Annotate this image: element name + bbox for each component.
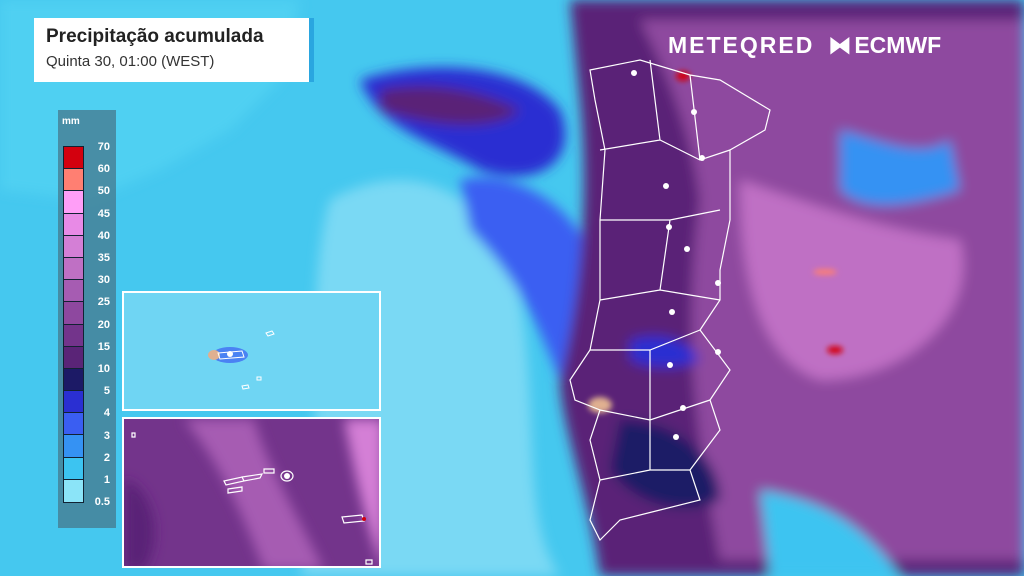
inset-azores	[122, 417, 381, 568]
legend-swatch	[64, 213, 83, 236]
legend-swatch	[64, 413, 83, 436]
legend-swatch	[64, 169, 83, 192]
legend-swatch	[64, 391, 83, 414]
precipitation-legend: mm 70 60 50 45 40 35 30 25 20 15 10 5 4 3 2 1 0.5	[58, 110, 116, 528]
inset-madeira	[122, 291, 381, 411]
legend-swatch	[64, 302, 83, 325]
city-markers	[631, 70, 721, 440]
map-title: Precipitação acumulada	[46, 26, 264, 47]
legend-color-scale	[63, 146, 84, 503]
legend-label: 2	[103, 451, 110, 464]
legend-swatch	[64, 457, 83, 480]
azores-map	[124, 419, 379, 566]
brand-logos: METEQRED ⧓ ECMWF	[668, 32, 941, 59]
ecmwf-symbol-icon: ⧓	[828, 32, 852, 58]
title-panel: Precipitação acumulada Quinta 30, 01:00 …	[34, 18, 314, 82]
madeira-map	[208, 330, 275, 390]
legend-swatch	[64, 368, 83, 392]
legend-swatch	[64, 324, 83, 347]
legend-unit: mm	[62, 116, 80, 127]
legend-label: 0.5	[94, 496, 110, 509]
ecmwf-logo: ⧓ ECMWF	[828, 32, 942, 58]
legend-label: 3	[103, 429, 110, 442]
legend-label: 1	[103, 474, 110, 486]
legend-swatch	[64, 435, 83, 458]
legend-label: 10	[97, 363, 110, 375]
legend-swatch	[64, 346, 83, 369]
legend-label: 40	[97, 229, 110, 242]
legend-label: 50	[97, 185, 110, 198]
legend-label: 30	[97, 274, 110, 287]
legend-swatch	[64, 235, 83, 258]
legend-label: 25	[97, 296, 110, 309]
portugal-district-borders	[569, 59, 771, 542]
legend-swatch	[64, 191, 83, 214]
map-timestamp: Quinta 30, 01:00 (WEST)	[46, 53, 215, 70]
legend-swatch	[64, 280, 83, 303]
legend-label: 15	[97, 340, 110, 353]
legend-label: 20	[97, 318, 110, 331]
legend-label: 5	[103, 385, 110, 398]
legend-swatch	[64, 147, 83, 170]
legend-label: 4	[103, 407, 110, 420]
legend-label: 35	[97, 252, 110, 264]
legend-swatch	[64, 257, 83, 281]
legend-swatch	[64, 479, 83, 502]
meteored-logo: METEQRED	[668, 32, 815, 58]
legend-label: 45	[97, 207, 110, 220]
legend-label: 70	[97, 141, 110, 153]
legend-label: 60	[97, 163, 110, 176]
